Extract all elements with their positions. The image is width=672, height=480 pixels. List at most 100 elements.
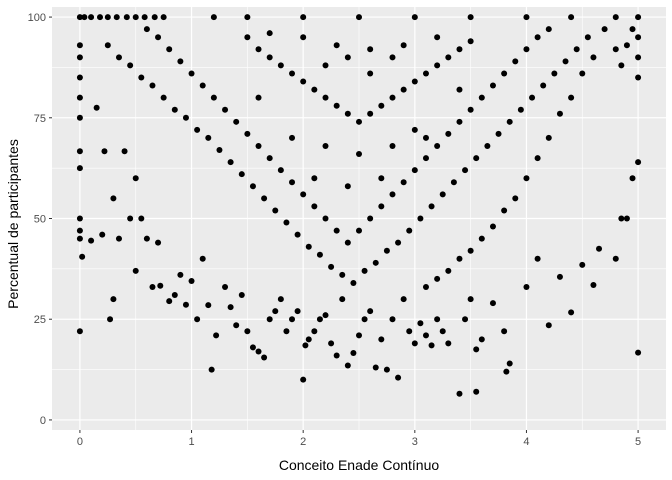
- data-point: [489, 82, 496, 89]
- data-point: [372, 259, 379, 266]
- data-point: [367, 110, 374, 117]
- data-point: [132, 14, 139, 21]
- data-point: [127, 215, 134, 222]
- data-point: [188, 70, 195, 77]
- data-point: [316, 251, 323, 258]
- data-point: [367, 215, 374, 222]
- data-point: [160, 14, 167, 21]
- data-point: [389, 316, 396, 323]
- data-point: [149, 82, 156, 89]
- data-point: [107, 316, 114, 323]
- data-point: [456, 86, 463, 93]
- data-point: [110, 296, 117, 303]
- data-point: [434, 34, 441, 41]
- data-point: [473, 346, 480, 353]
- data-point: [378, 203, 385, 210]
- data-point: [344, 110, 351, 117]
- data-point: [556, 110, 563, 117]
- data-point: [76, 165, 83, 172]
- data-point: [372, 364, 379, 371]
- x-tick-label: 5: [635, 436, 641, 448]
- data-point: [584, 34, 591, 41]
- data-point: [76, 74, 83, 81]
- data-point: [328, 340, 335, 347]
- data-point: [76, 328, 83, 335]
- data-point: [76, 42, 83, 49]
- data-point: [411, 78, 418, 85]
- data-point: [244, 34, 251, 41]
- data-point: [356, 332, 362, 339]
- data-point: [157, 282, 164, 289]
- data-point: [512, 58, 519, 65]
- data-point: [283, 328, 290, 335]
- data-point: [467, 296, 474, 303]
- data-point: [205, 302, 212, 309]
- data-point: [277, 62, 284, 69]
- data-point: [289, 316, 296, 323]
- data-point: [277, 296, 284, 303]
- data-point: [88, 237, 95, 244]
- data-point: [138, 74, 145, 81]
- data-point: [149, 283, 156, 290]
- data-point: [356, 118, 362, 125]
- data-point: [635, 34, 642, 41]
- data-point: [99, 231, 106, 238]
- data-point: [311, 86, 318, 93]
- data-point: [277, 167, 284, 174]
- data-point: [635, 74, 642, 81]
- data-point: [255, 46, 262, 53]
- data-point: [339, 296, 346, 303]
- data-point: [311, 328, 318, 335]
- x-tick-label: 1: [188, 436, 194, 448]
- data-point: [473, 388, 480, 395]
- data-point: [512, 195, 519, 202]
- data-point: [635, 159, 642, 166]
- data-point: [300, 191, 307, 198]
- data-point: [123, 14, 130, 21]
- data-point: [635, 349, 642, 356]
- data-point: [383, 247, 390, 254]
- data-point: [283, 219, 290, 226]
- data-point: [160, 94, 167, 101]
- data-point: [434, 275, 441, 282]
- data-point: [383, 366, 390, 373]
- y-tick-label: 25: [34, 314, 46, 326]
- data-point: [411, 340, 418, 347]
- data-point: [300, 78, 307, 85]
- data-points: [76, 14, 642, 397]
- data-point: [406, 328, 413, 335]
- data-point: [233, 118, 240, 125]
- data-point: [261, 354, 268, 361]
- data-point: [182, 301, 189, 308]
- data-point: [400, 179, 407, 186]
- data-point: [210, 94, 217, 101]
- data-point: [166, 46, 173, 53]
- data-point: [501, 207, 508, 214]
- data-point: [356, 227, 362, 234]
- data-point: [545, 134, 552, 141]
- data-point: [333, 102, 340, 109]
- data-point: [395, 239, 402, 246]
- data-point: [316, 316, 323, 323]
- data-point: [445, 54, 452, 61]
- data-point: [629, 175, 636, 182]
- data-point: [484, 142, 491, 149]
- data-point: [635, 14, 642, 21]
- data-point: [629, 26, 636, 33]
- data-point: [378, 175, 385, 182]
- data-point: [194, 316, 201, 323]
- data-point: [378, 102, 385, 109]
- data-point: [210, 14, 217, 21]
- data-point: [411, 167, 418, 174]
- data-point: [322, 142, 329, 149]
- data-point: [534, 255, 541, 262]
- data-point: [76, 94, 83, 101]
- data-point: [76, 114, 83, 121]
- data-point: [503, 368, 510, 375]
- data-point: [76, 148, 83, 155]
- data-point: [322, 215, 329, 222]
- data-point: [272, 207, 279, 214]
- data-point: [249, 183, 256, 190]
- data-point: [434, 62, 441, 69]
